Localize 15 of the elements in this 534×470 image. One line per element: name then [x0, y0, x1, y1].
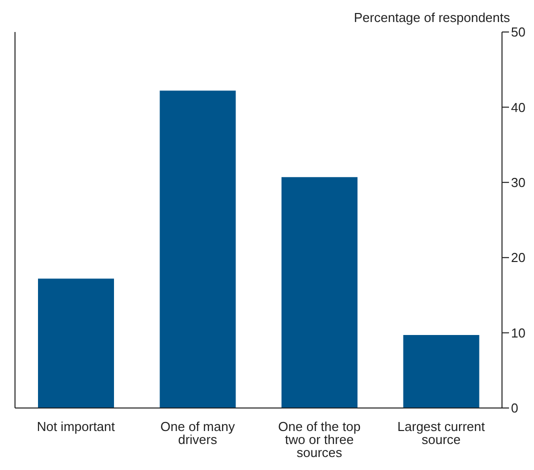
x-tick-label: Not important: [36, 419, 116, 434]
y-tick-label: 40: [511, 100, 526, 115]
y-tick-label: 30: [511, 175, 526, 190]
x-tick-label: One of the top two or three sources: [278, 419, 361, 460]
y-tick-label: 50: [511, 24, 526, 40]
y-tick-label: 20: [511, 250, 526, 266]
x-tick-label: One of many drivers: [160, 419, 236, 448]
bar: [403, 335, 480, 408]
y-axis-title: Percentage of respondents: [354, 10, 510, 25]
x-tick-label: Largest current source: [397, 419, 486, 448]
bar: [38, 278, 114, 408]
bar: [282, 177, 358, 408]
bar: [160, 90, 236, 408]
y-tick-label: 0: [511, 400, 518, 416]
y-tick-label: 10: [511, 325, 526, 340]
